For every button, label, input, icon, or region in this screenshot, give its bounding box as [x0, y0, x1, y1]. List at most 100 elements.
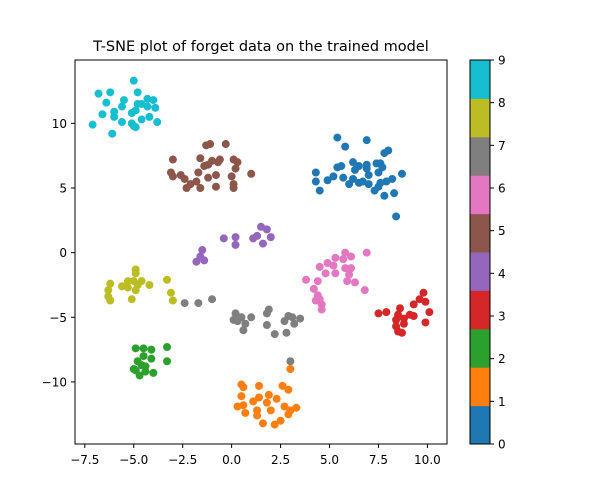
- data-point-class-8: [123, 277, 132, 286]
- data-point-class-6: [341, 264, 350, 273]
- data-point-class-0: [339, 173, 348, 182]
- data-point-class-0: [362, 164, 371, 173]
- data-point-class-5: [196, 184, 205, 192]
- colorbar-segment: [470, 405, 490, 445]
- data-point-class-3: [397, 328, 406, 337]
- data-point-class-1: [292, 403, 301, 412]
- data-point-class-9: [98, 110, 107, 119]
- data-point-class-8: [145, 280, 154, 289]
- data-point-class-5: [196, 154, 205, 163]
- data-point-class-5: [194, 168, 203, 177]
- data-point-class-5: [206, 140, 215, 149]
- data-point-class-0: [311, 177, 320, 186]
- data-point-class-0: [392, 212, 401, 221]
- data-point-class-7: [270, 330, 279, 339]
- data-point-class-1: [249, 397, 258, 406]
- data-point-class-6: [313, 277, 322, 286]
- data-point-class-5: [168, 172, 177, 181]
- colorbar-tick-label: 0: [498, 438, 506, 452]
- data-point-class-1: [239, 401, 248, 410]
- data-point-class-9: [153, 118, 162, 127]
- colorbar-segment: [470, 290, 490, 330]
- data-point-class-4: [192, 257, 201, 266]
- data-point-class-0: [329, 172, 338, 181]
- data-point-class-5: [227, 172, 236, 181]
- data-point-class-7: [241, 319, 250, 328]
- data-point-class-1: [253, 411, 262, 420]
- data-point-class-1: [264, 390, 273, 399]
- data-point-class-5: [247, 169, 256, 178]
- data-point-class-6: [329, 261, 338, 270]
- colorbar: 0 1 2 3 4 5 6 7 8 9: [469, 54, 506, 452]
- data-point-class-0: [341, 142, 350, 151]
- data-point-class-5: [204, 173, 213, 182]
- data-point-class-6: [360, 286, 369, 295]
- data-point-class-3: [374, 309, 383, 318]
- data-point-class-6: [347, 264, 356, 273]
- data-point-class-0: [364, 171, 373, 180]
- data-point-class-9: [127, 109, 136, 118]
- data-point-class-6: [317, 305, 326, 314]
- data-point-class-6: [321, 269, 330, 278]
- data-point-class-7: [194, 299, 203, 308]
- data-point-class-0: [362, 136, 371, 145]
- data-point-class-8: [131, 286, 140, 295]
- data-point-class-4: [200, 256, 209, 265]
- data-point-class-0: [390, 189, 399, 198]
- data-point-class-0: [380, 191, 389, 200]
- colorbar-tick-label: 2: [498, 352, 506, 366]
- colorbar-segment: [470, 213, 490, 253]
- data-point-class-1: [284, 385, 293, 394]
- data-point-class-1: [239, 383, 248, 392]
- data-point-class-4: [249, 234, 258, 243]
- data-point-class-7: [231, 309, 240, 318]
- data-point-class-0: [333, 133, 342, 142]
- data-point-class-9: [133, 99, 142, 108]
- colorbar-tick-label: 6: [498, 182, 506, 196]
- data-point-class-5: [211, 182, 220, 191]
- data-point-class-9: [119, 96, 128, 105]
- data-point-class-3: [382, 308, 391, 317]
- x-tick-label: −7.5: [70, 453, 99, 467]
- data-point-class-8: [106, 296, 115, 305]
- data-point-class-0: [378, 163, 387, 172]
- x-tick-label: −5.0: [119, 453, 148, 467]
- data-point-class-6: [331, 253, 340, 262]
- data-point-class-9: [143, 102, 152, 111]
- data-point-class-2: [163, 357, 172, 366]
- data-point-class-7: [239, 326, 248, 335]
- data-point-class-1: [276, 416, 285, 425]
- data-point-class-1: [286, 365, 295, 374]
- data-point-class-3: [409, 300, 418, 309]
- data-point-class-0: [323, 176, 332, 185]
- data-point-class-6: [331, 269, 340, 278]
- data-point-class-3: [419, 288, 428, 297]
- data-point-class-4: [198, 246, 207, 255]
- data-point-class-6: [362, 248, 371, 257]
- colorbar-tick-label: 9: [498, 54, 506, 68]
- colorbar-tick-label: 3: [498, 310, 506, 324]
- data-point-class-1: [266, 406, 275, 415]
- data-point-class-7: [262, 321, 271, 330]
- data-point-class-2: [135, 371, 144, 380]
- data-point-class-9: [94, 89, 103, 98]
- data-point-class-6: [341, 248, 350, 257]
- x-tick-label: 10.0: [414, 453, 441, 467]
- data-point-class-7: [288, 313, 297, 322]
- colorbar-segment: [470, 98, 490, 138]
- data-point-class-3: [409, 312, 418, 320]
- data-point-class-1: [278, 381, 287, 390]
- data-point-class-2: [147, 345, 156, 354]
- data-point-class-1: [237, 392, 246, 401]
- colorbar-frame: [469, 59, 491, 445]
- data-point-class-1: [241, 408, 250, 417]
- colorbar-tick-label: 4: [498, 267, 506, 281]
- data-point-class-2: [131, 344, 140, 353]
- data-point-class-2: [139, 344, 148, 353]
- data-point-class-5: [182, 184, 191, 192]
- data-point-class-1: [262, 398, 271, 407]
- colorbar-tick-label: 7: [498, 139, 506, 153]
- colorbar-tick-label: 8: [498, 96, 506, 110]
